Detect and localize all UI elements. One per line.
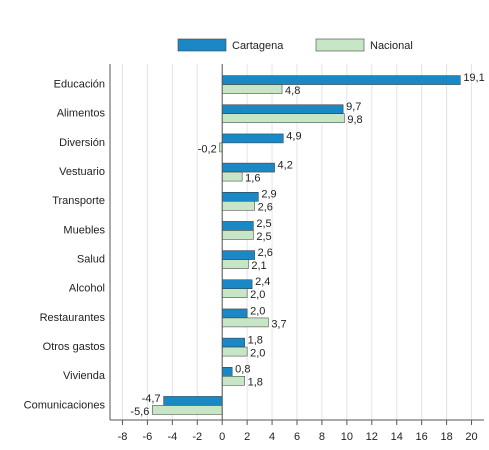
y-tick-label: Muebles: [63, 224, 105, 236]
bar: [221, 113, 345, 123]
bar: [221, 162, 275, 173]
x-tick-label: -8: [118, 431, 128, 443]
value-label: 9,7: [346, 101, 361, 113]
bar: [221, 308, 248, 319]
value-label: 2,9: [261, 189, 276, 201]
value-label: -4,7: [142, 393, 161, 405]
value-label: 2,0: [250, 347, 265, 359]
x-tick-label: 0: [219, 431, 225, 443]
y-tick-label: Diversión: [59, 137, 105, 149]
value-label: 2,4: [255, 276, 270, 288]
value-label: 4,2: [278, 159, 293, 171]
y-tick-label: Alimentos: [57, 108, 106, 120]
x-tick-label: 18: [440, 431, 452, 443]
x-tick-label: 6: [294, 431, 300, 443]
x-tick-label: 10: [341, 431, 353, 443]
x-tick-label: -6: [143, 431, 153, 443]
bar: [221, 133, 284, 144]
y-tick-label: Vestuario: [59, 166, 105, 178]
bar: [221, 75, 461, 85]
y-tick-label: Comunicaciones: [24, 399, 106, 411]
bar: [221, 230, 254, 240]
value-label: 2,6: [258, 202, 273, 214]
value-label: 2,5: [256, 218, 271, 230]
value-label: 2,0: [250, 305, 265, 317]
value-label: 2,6: [258, 247, 273, 259]
legend-label: Cartagena: [232, 40, 284, 52]
bar: [163, 396, 223, 406]
value-label: 2,1: [251, 260, 266, 272]
x-tick-label: 14: [391, 431, 403, 443]
bar: [221, 346, 248, 357]
bar: [221, 192, 259, 202]
value-label: 9,8: [347, 114, 362, 126]
value-label: 1,8: [248, 377, 263, 389]
bar: [221, 250, 255, 260]
value-label: 19,1: [463, 72, 484, 84]
bar: [221, 259, 249, 269]
value-label: 4,9: [286, 130, 301, 142]
bar: [221, 279, 253, 289]
bar: [221, 84, 283, 94]
x-tick-label: -2: [192, 431, 202, 443]
bar: [221, 337, 245, 348]
y-tick-label: Otros gastos: [43, 341, 106, 353]
bar: [221, 288, 248, 298]
bar: [221, 171, 243, 182]
x-tick-label: -4: [167, 431, 177, 443]
x-tick-label: 20: [465, 431, 477, 443]
x-tick-label: 16: [416, 431, 428, 443]
bar: [221, 376, 245, 386]
value-label: 3,7: [271, 318, 286, 330]
value-label: -0,2: [198, 143, 217, 155]
y-tick-label: Transporte: [52, 195, 105, 207]
y-tick-label: Restaurantes: [40, 312, 106, 324]
value-label: -5,6: [130, 406, 149, 418]
legend-swatch: [315, 38, 365, 52]
value-label: 0,8: [235, 364, 250, 376]
y-tick-label: Salud: [77, 253, 105, 265]
x-tick-label: 8: [319, 431, 325, 443]
y-tick-label: Alcohol: [69, 283, 105, 295]
x-tick-label: 2: [244, 431, 250, 443]
legend-label: Nacional: [370, 40, 413, 52]
value-label: 4,8: [285, 85, 300, 97]
bar: [152, 405, 223, 415]
bar: [221, 367, 233, 377]
x-tick-label: 4: [269, 431, 275, 443]
x-tick-label: 12: [366, 431, 378, 443]
value-label: 1,8: [248, 334, 263, 346]
value-label: 2,0: [250, 289, 265, 301]
y-tick-label: Educación: [54, 78, 105, 90]
value-label: 1,6: [245, 172, 260, 184]
bar: [221, 317, 269, 328]
bar: [221, 221, 254, 231]
legend-swatch: [177, 38, 227, 52]
value-label: 2,5: [256, 231, 271, 243]
y-tick-label: Vivienda: [63, 370, 106, 382]
bar: [221, 104, 344, 114]
bar: [221, 201, 255, 211]
